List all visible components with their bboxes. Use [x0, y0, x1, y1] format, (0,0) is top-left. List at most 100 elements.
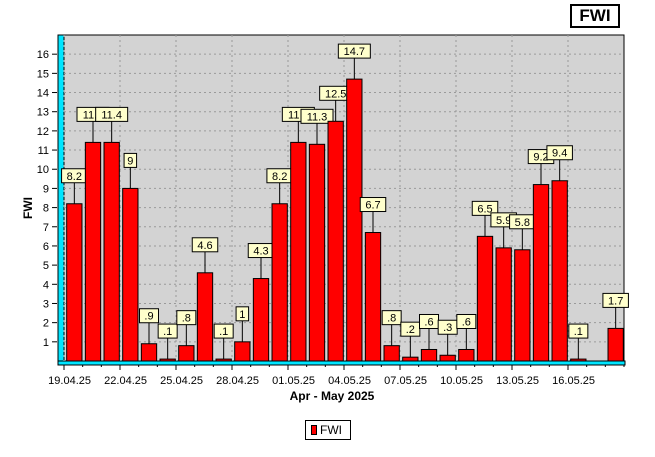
data-label: .6	[462, 316, 471, 328]
data-label: 9.2	[533, 152, 548, 164]
data-label-box	[602, 292, 629, 308]
data-label-box	[191, 237, 219, 253]
bar	[327, 120, 344, 362]
bar	[84, 141, 102, 362]
bar	[178, 345, 195, 362]
axis-accent-left	[57, 34, 65, 366]
x-tick-label: 22.04.25	[104, 375, 147, 387]
bar	[252, 278, 270, 362]
x-axis-title: Apr - May 2025	[290, 389, 375, 403]
bar	[308, 143, 326, 362]
y-tick-label: 13	[37, 107, 49, 119]
y-tick-label: 8	[43, 203, 49, 215]
bar	[66, 203, 83, 362]
bar	[607, 327, 624, 362]
bar	[271, 203, 288, 362]
data-label-box	[546, 145, 573, 161]
chart-title: FWI	[570, 4, 620, 28]
y-tick-label: 1	[43, 337, 49, 349]
data-label-box	[337, 43, 371, 59]
data-label: .6	[424, 316, 433, 328]
bar	[140, 343, 158, 362]
data-label: 12.5	[325, 88, 346, 100]
axis-accent-bottom	[57, 360, 626, 366]
y-tick-label: 2	[43, 318, 49, 330]
y-axis-title: FWI	[21, 197, 35, 219]
x-tick-label: 04.05.25	[328, 375, 371, 387]
x-tick-label: 10.05.25	[440, 375, 483, 387]
data-label-box	[381, 310, 402, 326]
legend: FWI	[305, 420, 351, 440]
bar	[215, 358, 232, 362]
bar	[346, 78, 363, 362]
x-tick-label: 25.04.25	[160, 375, 203, 387]
data-label-box	[123, 152, 138, 168]
data-label: 14.7	[344, 46, 365, 58]
data-label: 6.5	[477, 203, 492, 215]
bar	[570, 358, 587, 362]
y-tick-label: 9	[43, 183, 49, 195]
bar	[514, 249, 531, 362]
y-tick-label: 15	[37, 68, 49, 80]
bar	[458, 348, 475, 362]
data-label-box	[235, 306, 250, 322]
data-label: .9	[144, 311, 153, 323]
bar	[122, 187, 139, 362]
bar	[476, 235, 494, 362]
data-label-box	[568, 323, 589, 339]
data-label-box	[300, 108, 334, 124]
data-label-box	[359, 197, 387, 213]
bar	[402, 356, 419, 362]
data-label: 8.2	[67, 171, 82, 183]
x-tick-label: 07.05.25	[384, 375, 427, 387]
x-tick-label: 13.05.25	[496, 375, 539, 387]
data-label: 8.2	[272, 171, 287, 183]
y-tick-label: 11	[38, 145, 49, 157]
data-label: .1	[219, 326, 228, 338]
y-tick-label: 14	[37, 88, 49, 100]
bar	[383, 345, 400, 362]
y-tick-label: 7	[43, 222, 49, 234]
data-label-box	[400, 321, 421, 337]
bar	[551, 180, 568, 362]
x-tick-label: 16.05.25	[552, 375, 595, 387]
x-tick-label: 19.04.25	[48, 375, 91, 387]
data-label: .1	[163, 326, 172, 338]
data-label: .3	[443, 322, 452, 334]
y-tick-label: 4	[43, 279, 49, 291]
data-label-box	[471, 200, 499, 216]
bar	[364, 232, 382, 362]
data-label-box	[176, 310, 197, 326]
bar	[532, 184, 550, 362]
bar	[103, 141, 120, 362]
data-label: .1	[574, 326, 583, 338]
data-label-box	[213, 323, 234, 339]
bar	[234, 341, 251, 362]
data-label: 9	[127, 155, 133, 167]
y-tick-label: 6	[43, 241, 49, 253]
data-label: 4.6	[197, 240, 212, 252]
bar	[196, 272, 214, 362]
data-label: 5.9	[496, 215, 511, 227]
y-tick-label: 16	[37, 49, 49, 61]
data-label-box	[95, 106, 129, 122]
y-tick-label: 5	[43, 260, 49, 272]
x-tick-label: 28.04.25	[216, 375, 259, 387]
data-label-box	[456, 313, 477, 329]
data-label: .8	[182, 313, 191, 325]
data-label: 11.4	[101, 109, 122, 121]
data-label: 6.7	[365, 200, 380, 212]
bar	[420, 348, 438, 362]
data-label: 4.3	[253, 246, 268, 258]
data-label: 1.7	[608, 295, 623, 307]
legend-label-fwi: FWI	[320, 423, 342, 437]
data-label: .2	[406, 324, 415, 336]
bar	[290, 141, 307, 362]
y-tick-label: 12	[37, 126, 49, 138]
y-tick-label: 3	[43, 298, 49, 310]
bar	[159, 358, 176, 362]
x-tick-label: 01.05.25	[272, 375, 315, 387]
data-label: 11.3	[307, 111, 328, 123]
data-label: .8	[387, 313, 396, 325]
